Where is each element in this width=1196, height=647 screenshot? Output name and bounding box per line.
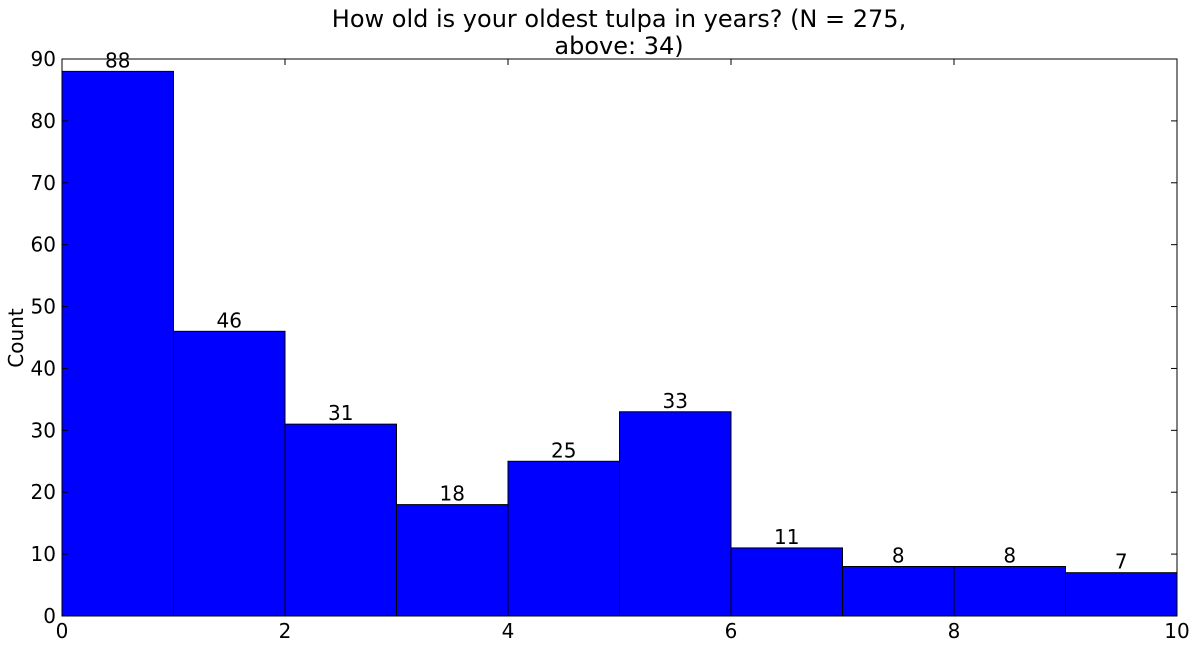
data-label: 8	[1003, 543, 1016, 567]
y-tick-label: 80	[31, 109, 56, 133]
data-label: 11	[774, 525, 799, 549]
chart-title: above: 34)	[554, 32, 683, 60]
chart-title: How old is your oldest tulpa in years? (…	[332, 5, 906, 33]
y-tick-label: 20	[31, 480, 56, 504]
y-tick-label: 70	[31, 171, 56, 195]
bar	[953, 565, 1066, 617]
data-label: 46	[217, 308, 242, 332]
y-tick-label: 40	[31, 356, 56, 380]
x-tick-label: 8	[948, 619, 961, 643]
bar	[284, 423, 397, 617]
bar	[507, 460, 620, 617]
x-tick-label: 10	[1164, 619, 1189, 643]
bar	[396, 504, 509, 617]
y-tick-label: 50	[31, 295, 56, 319]
x-tick-label: 2	[279, 619, 292, 643]
data-label: 88	[105, 48, 130, 72]
x-tick-label: 4	[502, 619, 515, 643]
y-axis-label: Count	[4, 308, 28, 368]
y-tick-label: 90	[31, 47, 56, 71]
y-tick-label: 30	[31, 418, 56, 442]
x-tick-label: 0	[56, 619, 69, 643]
y-tick-label: 0	[43, 604, 56, 628]
data-label: 7	[1115, 550, 1128, 574]
y-tick-label: 60	[31, 233, 56, 257]
bar	[730, 547, 843, 617]
data-label: 18	[440, 482, 465, 506]
bar	[619, 411, 732, 617]
bar	[61, 70, 174, 617]
x-tick-label: 6	[725, 619, 738, 643]
bar	[1065, 572, 1178, 617]
bar	[173, 330, 286, 617]
y-tick-label: 10	[31, 542, 56, 566]
data-label: 31	[328, 401, 353, 425]
plot-frame	[61, 58, 1178, 617]
bar	[842, 565, 955, 617]
data-label: 25	[551, 438, 576, 462]
data-label: 33	[663, 389, 688, 413]
data-label: 8	[892, 543, 905, 567]
